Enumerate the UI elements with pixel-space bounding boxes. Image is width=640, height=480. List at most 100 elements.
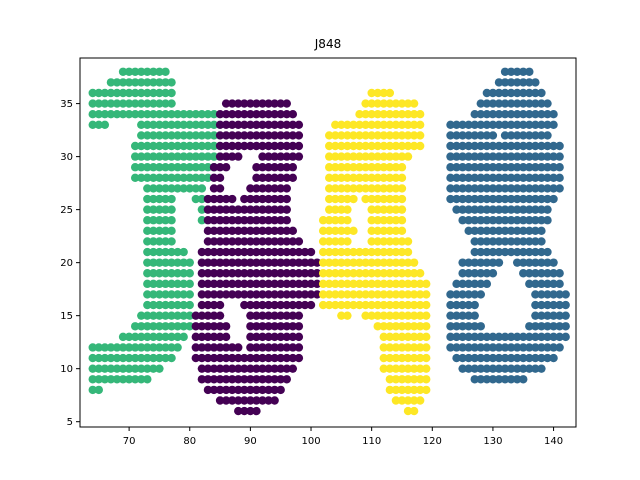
data-point bbox=[264, 226, 273, 236]
data-point bbox=[185, 141, 194, 151]
data-point bbox=[531, 279, 540, 289]
data-point bbox=[397, 216, 407, 225]
data-point bbox=[294, 120, 304, 129]
data-point bbox=[409, 311, 419, 320]
data-point bbox=[537, 332, 546, 342]
data-point bbox=[397, 173, 407, 183]
data-point bbox=[325, 290, 334, 299]
data-point bbox=[476, 290, 485, 299]
data-point bbox=[240, 120, 249, 129]
data-point bbox=[143, 290, 152, 299]
data-point bbox=[561, 322, 570, 331]
data-point bbox=[288, 152, 298, 161]
data-point bbox=[124, 364, 134, 373]
data-point bbox=[361, 110, 370, 119]
data-point bbox=[167, 247, 176, 257]
data-point bbox=[349, 194, 358, 204]
data-point bbox=[325, 247, 334, 257]
data-point bbox=[349, 247, 358, 257]
data-point bbox=[246, 353, 255, 363]
data-point bbox=[88, 343, 97, 352]
data-point bbox=[519, 343, 528, 352]
data-point bbox=[161, 99, 170, 108]
data-point bbox=[258, 131, 267, 140]
data-point bbox=[531, 110, 540, 119]
chart-title: J848 bbox=[314, 37, 341, 51]
data-point bbox=[258, 343, 267, 352]
data-point bbox=[228, 194, 237, 204]
data-point bbox=[458, 120, 467, 129]
data-point bbox=[130, 375, 140, 384]
data-point bbox=[167, 163, 176, 172]
data-point bbox=[221, 385, 231, 395]
data-point bbox=[203, 247, 213, 257]
data-point bbox=[167, 237, 176, 246]
data-point bbox=[337, 163, 346, 172]
data-point bbox=[537, 99, 546, 108]
data-point bbox=[276, 237, 285, 246]
data-point bbox=[149, 78, 158, 87]
data-point bbox=[512, 152, 522, 161]
data-point bbox=[379, 141, 388, 151]
data-point bbox=[228, 353, 237, 363]
data-point bbox=[367, 216, 376, 225]
data-point bbox=[349, 300, 358, 310]
data-point bbox=[470, 279, 479, 289]
data-point bbox=[373, 322, 382, 331]
data-point bbox=[549, 269, 558, 278]
data-point bbox=[482, 279, 492, 289]
data-point bbox=[173, 343, 182, 352]
data-point bbox=[197, 375, 207, 384]
data-point bbox=[549, 279, 558, 289]
data-point bbox=[446, 300, 455, 310]
data-point bbox=[197, 141, 207, 151]
data-point bbox=[337, 258, 346, 267]
data-point bbox=[391, 173, 401, 183]
data-point bbox=[264, 110, 273, 119]
data-point bbox=[203, 300, 213, 310]
data-point bbox=[537, 131, 546, 140]
data-point bbox=[215, 120, 225, 129]
data-point bbox=[161, 184, 170, 193]
data-point bbox=[282, 152, 291, 161]
data-point bbox=[367, 173, 376, 183]
data-point bbox=[549, 343, 558, 352]
data-point bbox=[197, 152, 207, 161]
data-point bbox=[470, 353, 479, 363]
data-point bbox=[543, 353, 552, 363]
data-point bbox=[221, 216, 231, 225]
data-point bbox=[240, 110, 249, 119]
data-point bbox=[355, 290, 364, 299]
data-point bbox=[270, 353, 279, 363]
data-point bbox=[403, 322, 413, 331]
data-point bbox=[367, 152, 376, 161]
data-point bbox=[331, 120, 340, 129]
data-point bbox=[476, 194, 485, 204]
data-point bbox=[531, 216, 540, 225]
data-point bbox=[106, 343, 116, 352]
data-point bbox=[482, 163, 492, 172]
data-point bbox=[349, 258, 358, 267]
data-point bbox=[149, 216, 158, 225]
data-point bbox=[452, 152, 461, 161]
data-point bbox=[149, 173, 158, 183]
data-point bbox=[179, 173, 188, 183]
data-point bbox=[118, 110, 128, 119]
data-point bbox=[512, 173, 522, 183]
data-point bbox=[137, 152, 146, 161]
data-point bbox=[525, 88, 534, 98]
data-point bbox=[252, 141, 261, 151]
data-point bbox=[276, 375, 285, 384]
data-point bbox=[537, 269, 546, 278]
data-point bbox=[130, 99, 140, 108]
data-point bbox=[282, 226, 291, 236]
data-point bbox=[215, 343, 225, 352]
data-point bbox=[228, 258, 237, 267]
data-point bbox=[215, 322, 225, 331]
data-point bbox=[215, 396, 225, 405]
data-point bbox=[264, 343, 273, 352]
data-point bbox=[409, 364, 419, 373]
data-point bbox=[397, 184, 407, 193]
data-point bbox=[373, 226, 382, 236]
